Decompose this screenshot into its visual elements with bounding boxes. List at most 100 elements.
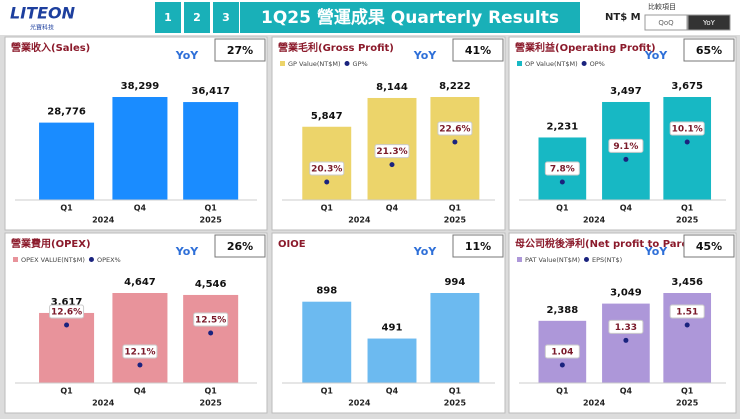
pct-dot — [137, 362, 143, 368]
x-tick-label: Q1 — [60, 204, 73, 213]
panel-title: 營業毛利(Gross Profit) — [278, 41, 394, 54]
tab-label[interactable]: 3 — [222, 11, 230, 24]
legend-label: OPEX% — [97, 256, 121, 264]
tab-label[interactable]: 1 — [164, 11, 172, 24]
x-tick-label: Q4 — [386, 387, 399, 396]
pct-dot — [389, 162, 395, 168]
yoy-value: 26% — [227, 240, 253, 253]
pct-label: 9.1% — [613, 142, 638, 152]
legend-label: EPS(NT$) — [592, 256, 622, 264]
legend-swatch — [344, 61, 350, 66]
pct-dot — [324, 179, 330, 185]
bar-value-label: 3,497 — [610, 86, 642, 97]
yoy-box — [452, 38, 504, 62]
yoy-label: YoY — [175, 49, 200, 62]
bar — [430, 97, 480, 200]
year-label: 2025 — [444, 216, 467, 225]
bar — [663, 97, 712, 200]
bar — [302, 301, 352, 383]
page-title: 1Q25 營運成果 Quarterly Results — [261, 7, 559, 28]
panel-title: 營業收入(Sales) — [11, 41, 90, 54]
x-tick-label: Q1 — [321, 387, 334, 396]
yoy-value: 11% — [465, 240, 491, 253]
legend-label: OPEX VALUE(NT$M) — [21, 256, 85, 264]
x-tick-label: Q4 — [620, 204, 633, 213]
x-tick-label: Q1 — [60, 387, 73, 396]
tab-label[interactable]: 2 — [193, 11, 201, 24]
pct-label: 12.1% — [124, 348, 155, 358]
tab[interactable] — [213, 2, 239, 33]
pct-label: 10.1% — [672, 125, 703, 135]
legend-swatch — [583, 257, 589, 262]
bar-value-label: 3,456 — [671, 277, 703, 288]
pct-label-box — [608, 138, 644, 153]
bar-value-label: 38,299 — [121, 81, 160, 92]
year-label: 2024 — [348, 216, 371, 225]
pct-label-box — [374, 144, 410, 159]
pct-label-box — [544, 161, 580, 176]
bar-value-label: 36,417 — [191, 86, 230, 97]
yoy-label: YoY — [175, 245, 200, 258]
legend-label: PAT Value(NT$M) — [525, 256, 580, 264]
toggle-label[interactable]: YoY — [702, 19, 716, 27]
bar-value-label: 994 — [444, 277, 465, 288]
pct-label-box — [49, 304, 85, 319]
pct-dot — [208, 330, 214, 336]
bar — [39, 122, 95, 200]
year-label: 2025 — [200, 216, 223, 225]
compare-label: 比較項目 — [648, 2, 676, 11]
x-tick-label: Q1 — [681, 387, 694, 396]
yoy-value: 65% — [696, 44, 722, 57]
pct-label-box — [193, 312, 229, 327]
pct-label: 1.51 — [676, 308, 698, 318]
pct-label-box — [437, 121, 473, 136]
pct-label: 21.3% — [376, 147, 407, 157]
bar-value-label: 3,617 — [51, 297, 83, 308]
pct-label-box — [122, 344, 158, 359]
legend-label: GP Value(NT$M) — [288, 60, 341, 68]
pct-dot — [559, 362, 565, 368]
toggle-button[interactable] — [644, 14, 688, 31]
pct-dot — [684, 139, 690, 145]
pct-label: 1.33 — [615, 323, 637, 333]
yoy-box — [214, 38, 266, 62]
year-label: 2025 — [676, 216, 699, 225]
bar-value-label: 28,776 — [47, 107, 86, 118]
title-box — [240, 2, 580, 33]
tab[interactable] — [155, 2, 181, 33]
pct-label: 22.6% — [439, 125, 470, 135]
bar-value-label: 898 — [316, 286, 337, 297]
year-label: 2025 — [444, 399, 467, 408]
legend-swatch — [13, 257, 18, 262]
pct-label-box — [669, 304, 705, 319]
panel-title: OIOE — [278, 239, 306, 250]
year-label: 2024 — [583, 216, 606, 225]
yoy-value: 45% — [696, 240, 722, 253]
pct-dot — [559, 179, 565, 185]
yoy-box — [214, 234, 266, 258]
year-label: 2024 — [348, 399, 371, 408]
legend-swatch — [88, 257, 94, 262]
bar-value-label: 8,144 — [376, 82, 408, 93]
year-label: 2024 — [92, 216, 115, 225]
toggle-label[interactable]: QoQ — [658, 19, 674, 27]
year-label: 2024 — [583, 399, 606, 408]
bar — [183, 102, 239, 200]
pct-dot — [684, 322, 690, 328]
legend-swatch — [517, 257, 522, 262]
bar-value-label: 4,546 — [195, 279, 227, 290]
bar-value-label: 5,847 — [311, 111, 343, 122]
bar — [112, 97, 168, 200]
toggle-button[interactable] — [687, 14, 731, 31]
bar — [367, 338, 417, 383]
panel-title: 母公司稅後淨利(Net profit to Parent) — [515, 237, 705, 250]
year-label: 2025 — [200, 399, 223, 408]
pct-dot — [452, 139, 458, 145]
tab[interactable] — [184, 2, 210, 33]
pct-label-box — [309, 161, 345, 176]
legend-swatch — [581, 61, 587, 66]
pct-label-box — [544, 344, 580, 359]
yoy-value: 27% — [227, 44, 253, 57]
yoy-box — [452, 234, 504, 258]
yoy-label: YoY — [413, 245, 438, 258]
